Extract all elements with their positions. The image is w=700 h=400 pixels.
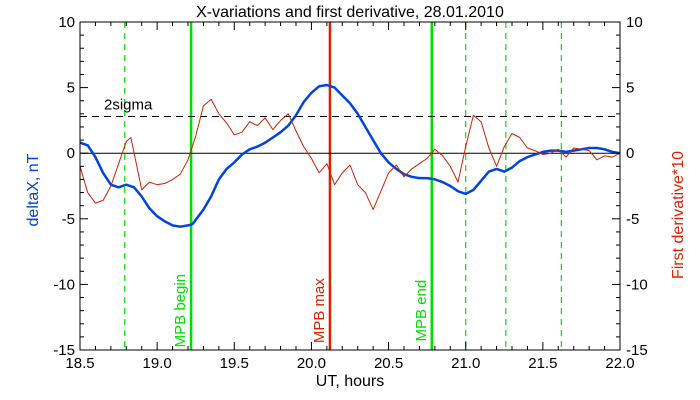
y-tick-label-left: 5 bbox=[67, 80, 75, 97]
y-tick-label-right: -5 bbox=[626, 211, 639, 228]
x-tick-label: 19.0 bbox=[143, 355, 172, 372]
x-tick-label: 18.5 bbox=[65, 355, 94, 372]
x-tick-label: 20.5 bbox=[374, 355, 403, 372]
x-axis-title: UT, hours bbox=[316, 373, 384, 390]
x-tick-label: 20.0 bbox=[297, 355, 326, 372]
x-tick-label: 19.5 bbox=[220, 355, 249, 372]
sigma-label: 2sigma bbox=[104, 96, 153, 113]
series-group bbox=[79, 83, 621, 228]
y-tick-label-left: 10 bbox=[58, 14, 75, 31]
chart-title: X-variations and first derivative, 28.01… bbox=[196, 4, 504, 21]
y-tick-label-right: -10 bbox=[626, 276, 648, 293]
axes-group: 18.5 19.0 19.5 20.0 20.5 21.0 21.5 22.0-15 -15-1… bbox=[53, 14, 647, 372]
y-tick-label-right: 0 bbox=[626, 145, 634, 162]
marker-label: MPB begin bbox=[172, 274, 189, 347]
reference-lines-group: 2sigma bbox=[80, 96, 620, 154]
y-axis-right-title: First derivative*10 bbox=[670, 151, 687, 279]
y-tick-label-right: 10 bbox=[626, 14, 643, 31]
y-tick-label-left: -10 bbox=[53, 276, 75, 293]
marker-label: MPB max bbox=[311, 278, 328, 344]
vertical-lines-group bbox=[124, 22, 562, 350]
marker-label: MPB end bbox=[413, 280, 430, 342]
y-axis-left-title: deltaX, nT bbox=[25, 153, 42, 226]
x-tick-label: 21.0 bbox=[451, 355, 480, 372]
y-tick-label-left: 0 bbox=[67, 145, 75, 162]
x-tick-label: 22.0 bbox=[605, 355, 634, 372]
y-tick-label-left: -15 bbox=[53, 342, 75, 359]
vertical-line-labels-group: MPB begin MPB max MPB end bbox=[172, 274, 430, 347]
y-tick-label-right: 5 bbox=[626, 80, 634, 97]
y-tick-label-left: -5 bbox=[62, 211, 75, 228]
derivative-series-line bbox=[79, 98, 621, 211]
y-tick-label-right: -15 bbox=[626, 342, 648, 359]
deltax-series-line bbox=[79, 83, 621, 228]
plot-frame bbox=[79, 21, 621, 351]
x-tick-label: 21.5 bbox=[528, 355, 557, 372]
